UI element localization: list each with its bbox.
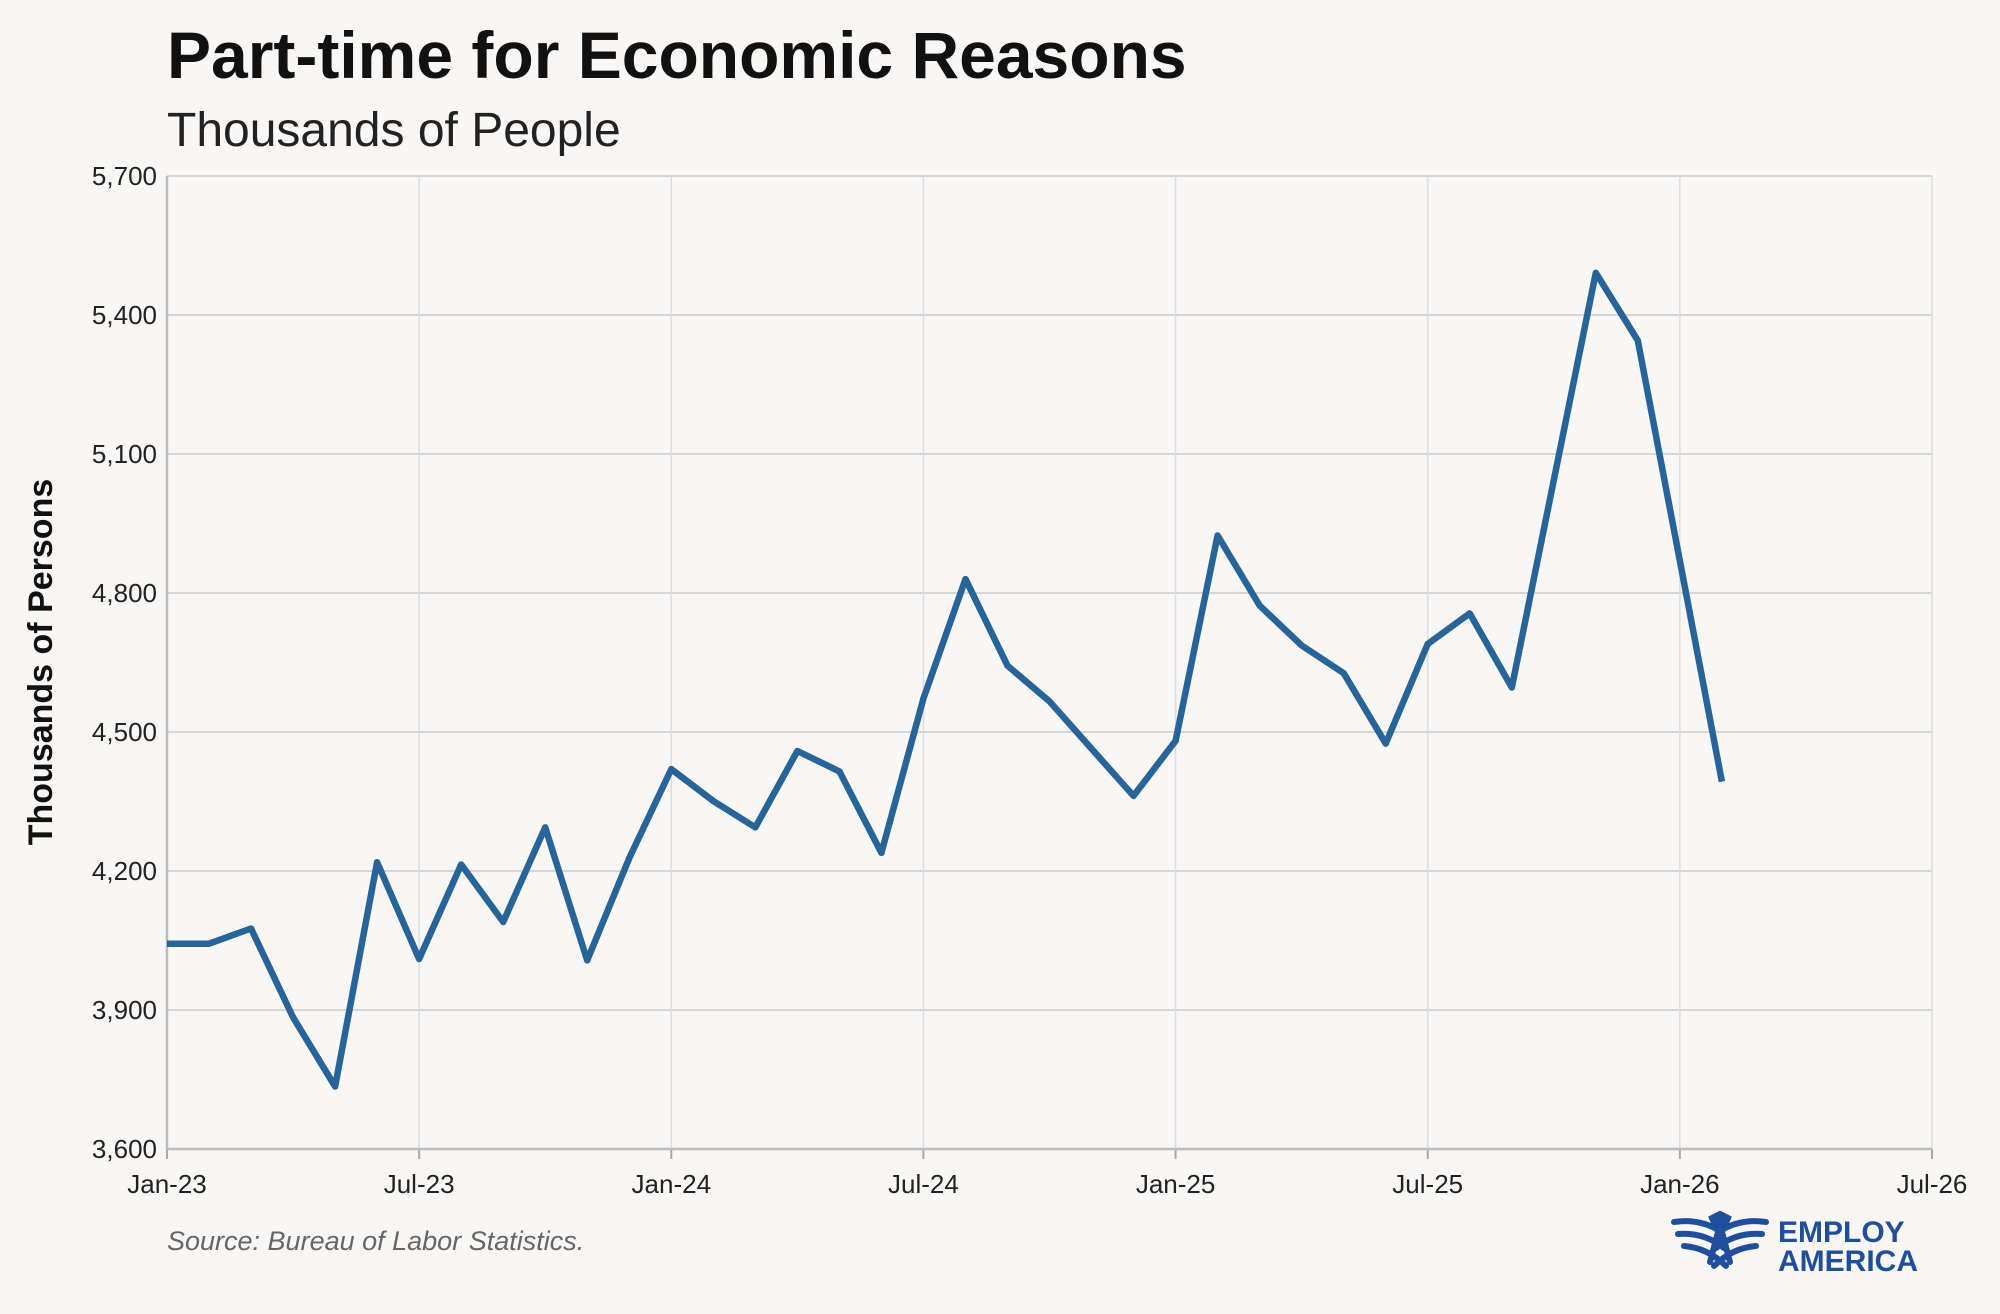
x-tick-label: Jul-25 <box>1392 1169 1463 1199</box>
logo-line2: AMERICA <box>1778 1245 1918 1278</box>
eagle-icon <box>1671 1210 1769 1269</box>
x-tick-label: Jan-23 <box>127 1169 207 1199</box>
x-tick-label: Jan-25 <box>1136 1169 1216 1199</box>
x-tick-label: Jul-26 <box>1897 1169 1968 1199</box>
employ-america-logo: EMPLOY AMERICA <box>1671 1210 1918 1278</box>
axes <box>165 176 1933 1159</box>
tick-labels: 3,600 3,900 4,200 4,500 4,800 5,100 5,400 5,700… <box>92 161 1967 1199</box>
y-tick-label: 3,600 <box>92 1134 157 1164</box>
y-tick-label: 3,900 <box>92 995 157 1025</box>
y-tick-label: 5,100 <box>92 439 157 469</box>
y-tick-label: 5,400 <box>92 300 157 330</box>
y-axis-label: Thousands of Persons <box>22 479 60 846</box>
series-line <box>167 269 1726 1090</box>
chart-title: Part-time for Economic Reasons <box>167 18 1187 92</box>
y-tick-label: 4,800 <box>92 578 157 608</box>
y-tick-label: 4,500 <box>92 717 157 747</box>
y-tick-label: 5,700 <box>92 161 157 191</box>
x-tick-label: Jul-23 <box>384 1169 455 1199</box>
source-note: Source: Bureau of Labor Statistics. <box>167 1226 584 1256</box>
gridlines <box>167 175 1933 1149</box>
logo-line1: EMPLOY <box>1778 1216 1905 1249</box>
y-tick-label: 4,200 <box>92 856 157 886</box>
x-tick-label: Jul-24 <box>888 1169 959 1199</box>
x-tick-label: Jan-26 <box>1640 1169 1720 1199</box>
chart-subtitle: Thousands of People <box>167 104 621 157</box>
x-tick-label: Jan-24 <box>632 1169 712 1199</box>
series <box>166 269 1726 1090</box>
